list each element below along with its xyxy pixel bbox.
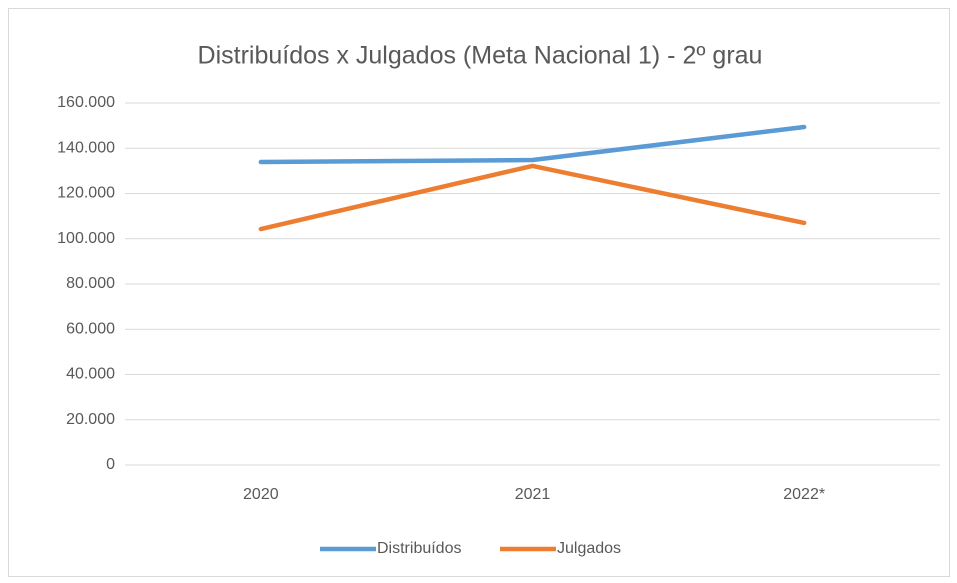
- y-tick-label: 0: [106, 456, 115, 473]
- series-line: [258, 124, 807, 165]
- y-tick-label: 40.000: [66, 366, 115, 383]
- x-tick-label: 2020: [243, 486, 279, 503]
- y-tick-label: 100.000: [57, 230, 115, 247]
- legend-label: Distribuídos: [377, 540, 461, 557]
- y-tick-label: 140.000: [57, 139, 115, 156]
- x-tick-label: 2021: [515, 486, 551, 503]
- legend-label: Julgados: [557, 540, 621, 557]
- y-tick-label: 60.000: [66, 320, 115, 337]
- y-tick-label: 160.000: [57, 94, 115, 111]
- chart-title: Distribuídos x Julgados (Meta Nacional 1…: [198, 42, 763, 70]
- y-tick-label: 120.000: [57, 185, 115, 202]
- y-tick-label: 80.000: [66, 275, 115, 292]
- x-tick-label: 2022*: [783, 486, 825, 503]
- y-tick-label: 20.000: [66, 411, 115, 428]
- series-line: [258, 163, 807, 232]
